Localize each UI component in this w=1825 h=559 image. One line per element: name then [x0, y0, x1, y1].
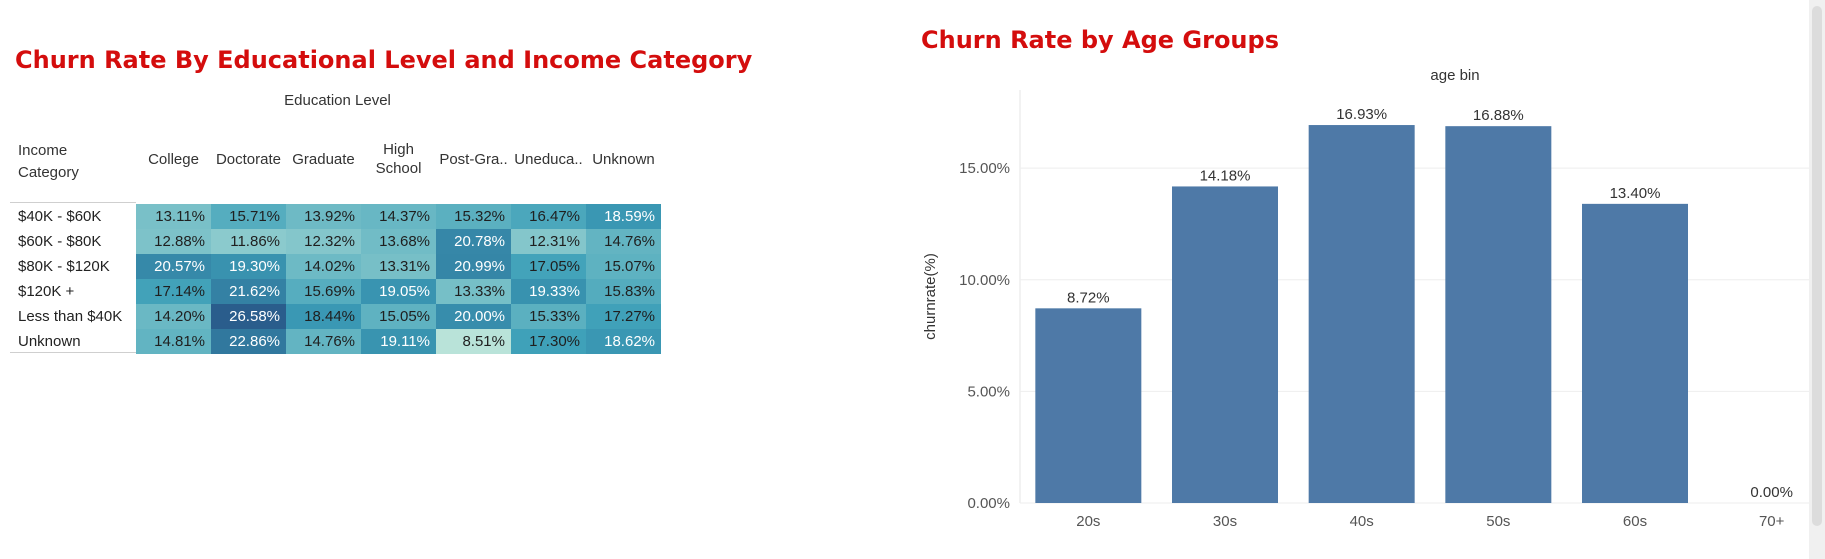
heatmap-cell: 19.05%	[361, 279, 436, 304]
heatmap-cell: 20.78%	[436, 229, 511, 254]
heatmap-title: Churn Rate By Educational Level and Inco…	[15, 46, 753, 74]
heatmap-cell: 13.33%	[436, 279, 511, 304]
bar-data-label: 13.40%	[1610, 185, 1661, 202]
x-tick-label: 20s	[1076, 513, 1100, 530]
y-tick-label: 5.00%	[967, 383, 1010, 400]
heatmap-cell: 14.37%	[361, 204, 436, 229]
heatmap-cell: 15.83%	[586, 279, 661, 304]
y-tick-label: 10.00%	[959, 272, 1010, 289]
heatmap-row-label: Less than $40K	[18, 308, 123, 325]
heatmap-cell: 18.59%	[586, 204, 661, 229]
x-tick-label: 30s	[1213, 513, 1237, 530]
bar-data-label: 14.18%	[1200, 167, 1251, 184]
heatmap-cell: 13.31%	[361, 254, 436, 279]
heatmap-bottom-divider	[10, 352, 136, 353]
heatmap-cell: 11.86%	[211, 229, 286, 254]
heatmap-cell: 15.05%	[361, 304, 436, 329]
bar	[1035, 308, 1142, 503]
heatmap-column-header: Doctorate	[215, 150, 282, 168]
bar-data-label: 16.93%	[1336, 106, 1387, 123]
bar	[1445, 126, 1552, 503]
heatmap-row-header: Income Category	[18, 140, 98, 184]
heatmap-cell: 14.76%	[286, 329, 361, 354]
heatmap-cell: 8.51%	[436, 329, 511, 354]
bar	[1172, 186, 1278, 503]
heatmap-cell: 26.58%	[211, 304, 286, 329]
heatmap-cell: 17.05%	[511, 254, 586, 279]
heatmap-cell: 19.33%	[511, 279, 586, 304]
heatmap-cell: 14.76%	[586, 229, 661, 254]
heatmap-column-header: Uneduca..	[514, 150, 583, 168]
vertical-scrollbar[interactable]	[1809, 0, 1825, 559]
heatmap-cell: 17.27%	[586, 304, 661, 329]
heatmap-cell: 19.30%	[211, 254, 286, 279]
heatmap-cell: 17.14%	[136, 279, 211, 304]
heatmap-cell: 15.69%	[286, 279, 361, 304]
heatmap-column-group-label: Education Level	[284, 92, 391, 109]
y-axis-title: churnrate(%)	[922, 253, 939, 340]
x-tick-label: 70+	[1759, 513, 1785, 530]
heatmap-cell: 20.57%	[136, 254, 211, 279]
bar-data-label: 0.00%	[1750, 484, 1793, 501]
heatmap-cell: 13.68%	[361, 229, 436, 254]
heatmap-cell: 20.00%	[436, 304, 511, 329]
x-tick-label: 40s	[1350, 513, 1374, 530]
bar	[1582, 203, 1688, 503]
bar-data-label: 8.72%	[1067, 289, 1110, 306]
heatmap-cell: 15.33%	[511, 304, 586, 329]
heatmap-column-header: College	[148, 150, 199, 168]
heatmap-cell: 17.30%	[511, 329, 586, 354]
heatmap-cell: 13.11%	[136, 204, 211, 229]
heatmap-cell: 18.44%	[286, 304, 361, 329]
heatmap-cell: 15.07%	[586, 254, 661, 279]
heatmap-column-header: Post-Gra..	[439, 150, 508, 168]
heatmap-cell: 14.81%	[136, 329, 211, 354]
heatmap-cell: 20.99%	[436, 254, 511, 279]
heatmap-column-header: High School	[375, 141, 422, 177]
x-tick-label: 50s	[1486, 513, 1510, 530]
heatmap-column-header: Graduate	[292, 150, 355, 168]
y-tick-label: 15.00%	[959, 160, 1010, 177]
heatmap-cell: 15.71%	[211, 204, 286, 229]
heatmap-cell: 14.02%	[286, 254, 361, 279]
heatmap-row-label: $40K - $60K	[18, 208, 102, 225]
x-axis-title: age bin	[1430, 67, 1479, 84]
heatmap-row-label: Unknown	[18, 333, 81, 350]
heatmap-header-divider	[10, 202, 136, 203]
heatmap-row-label: $60K - $80K	[18, 233, 102, 250]
heatmap-cell: 14.20%	[136, 304, 211, 329]
x-tick-label: 60s	[1623, 513, 1647, 530]
heatmap-cell: 21.62%	[211, 279, 286, 304]
heatmap-cell: 12.31%	[511, 229, 586, 254]
heatmap-row-label: $120K +	[18, 283, 75, 300]
y-tick-label: 0.00%	[967, 495, 1010, 512]
heatmap-cell: 12.88%	[136, 229, 211, 254]
heatmap-cell: 22.86%	[211, 329, 286, 354]
heatmap-cell: 15.32%	[436, 204, 511, 229]
heatmap-cell: 13.92%	[286, 204, 361, 229]
heatmap-cell: 18.62%	[586, 329, 661, 354]
heatmap-column-header: Unknown	[592, 150, 655, 168]
heatmap-panel: Education Level Income Category College D…	[10, 90, 665, 360]
heatmap-row-label: $80K - $120K	[18, 258, 110, 275]
scrollbar-thumb[interactable]	[1812, 6, 1822, 526]
bar-chart-svg: age bin churnrate(%) 0.00% 5.00% 10.00% 15.00…	[922, 67, 1810, 530]
bar-chart-panel: age bin churnrate(%) 0.00% 5.00% 10.00% 15.00…	[900, 60, 1825, 540]
heatmap-row-header-text: Income Category	[18, 142, 79, 181]
heatmap-cell: 16.47%	[511, 204, 586, 229]
heatmap-cell: 19.11%	[361, 329, 436, 354]
heatmap-cell: 12.32%	[286, 229, 361, 254]
bar	[1308, 125, 1415, 503]
bar-data-label: 16.88%	[1473, 107, 1524, 124]
bar-chart-title: Churn Rate by Age Groups	[921, 26, 1279, 54]
